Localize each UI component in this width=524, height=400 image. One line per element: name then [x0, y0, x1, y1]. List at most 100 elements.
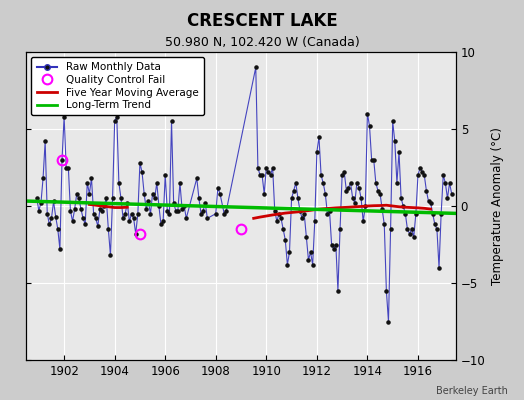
Point	[401, 210, 410, 217]
Point	[152, 180, 161, 186]
Point	[361, 203, 369, 209]
Point	[37, 200, 45, 206]
Point	[325, 208, 334, 214]
Point	[79, 215, 88, 222]
Point	[167, 118, 176, 124]
Point	[32, 195, 41, 202]
Point	[108, 195, 117, 202]
Point	[62, 164, 70, 171]
Point	[43, 210, 51, 217]
Point	[418, 169, 427, 175]
Point	[222, 208, 231, 214]
Point	[138, 169, 146, 175]
Point	[102, 195, 111, 202]
Point	[199, 208, 208, 214]
Point	[212, 210, 220, 217]
Point	[58, 156, 66, 163]
Point	[165, 210, 173, 217]
Point	[220, 210, 228, 217]
Point	[106, 252, 115, 258]
Point	[313, 149, 321, 155]
Point	[148, 190, 157, 197]
Point	[254, 164, 262, 171]
Point	[45, 221, 53, 228]
Point	[252, 64, 260, 70]
Point	[49, 198, 58, 204]
Point	[378, 206, 386, 212]
Point	[285, 249, 293, 255]
Point	[201, 200, 210, 206]
Point	[173, 208, 182, 214]
Point	[304, 257, 313, 263]
Point	[336, 226, 344, 232]
Point	[416, 164, 424, 171]
Point	[146, 210, 155, 217]
Point	[35, 208, 43, 214]
Point	[197, 210, 205, 217]
Point	[94, 223, 102, 229]
Point	[150, 195, 159, 202]
Text: 50.980 N, 102.420 W (Canada): 50.980 N, 102.420 W (Canada)	[165, 36, 359, 49]
Point	[182, 215, 190, 222]
Point	[334, 288, 342, 294]
Point	[319, 180, 328, 186]
Point	[441, 180, 450, 186]
Point	[328, 241, 336, 248]
Point	[420, 172, 429, 178]
Point	[129, 215, 138, 222]
Point	[111, 118, 119, 124]
Point	[72, 190, 81, 197]
Point	[39, 175, 47, 182]
Point	[367, 156, 376, 163]
Point	[100, 203, 108, 209]
Point	[56, 246, 64, 252]
Point	[264, 169, 272, 175]
Point	[258, 172, 266, 178]
Point	[216, 190, 224, 197]
Point	[136, 160, 144, 166]
Point	[359, 218, 367, 225]
Point	[74, 195, 83, 202]
Point	[161, 172, 169, 178]
Point	[279, 226, 287, 232]
Point	[365, 123, 374, 129]
Point	[408, 226, 416, 232]
Point	[180, 203, 188, 209]
Point	[330, 246, 338, 252]
Point	[283, 261, 291, 268]
Point	[382, 288, 390, 294]
Point	[355, 184, 363, 191]
Point	[289, 187, 298, 194]
Point	[193, 175, 201, 182]
Point	[390, 138, 399, 144]
Point	[142, 206, 150, 212]
Point	[424, 198, 433, 204]
Point	[266, 172, 275, 178]
Point	[77, 206, 85, 212]
Point	[70, 206, 79, 212]
Point	[195, 195, 203, 202]
Point	[317, 172, 325, 178]
Point	[66, 208, 74, 214]
Point	[270, 208, 279, 214]
Point	[357, 195, 365, 202]
Point	[309, 261, 317, 268]
Legend: Raw Monthly Data, Quality Control Fail, Five Year Moving Average, Long-Term Tren: Raw Monthly Data, Quality Control Fail, …	[31, 57, 204, 116]
Point	[104, 226, 113, 232]
Point	[171, 208, 180, 214]
Point	[85, 190, 94, 197]
Point	[447, 190, 456, 197]
Point	[380, 221, 388, 228]
Point	[262, 164, 270, 171]
Point	[203, 215, 212, 222]
Point	[410, 234, 418, 240]
Point	[351, 200, 359, 206]
Point	[176, 180, 184, 186]
Point	[169, 200, 178, 206]
Point	[414, 172, 422, 178]
Point	[51, 214, 60, 220]
Point	[157, 221, 165, 228]
Point	[395, 149, 403, 155]
Point	[443, 195, 452, 202]
Point	[159, 218, 167, 225]
